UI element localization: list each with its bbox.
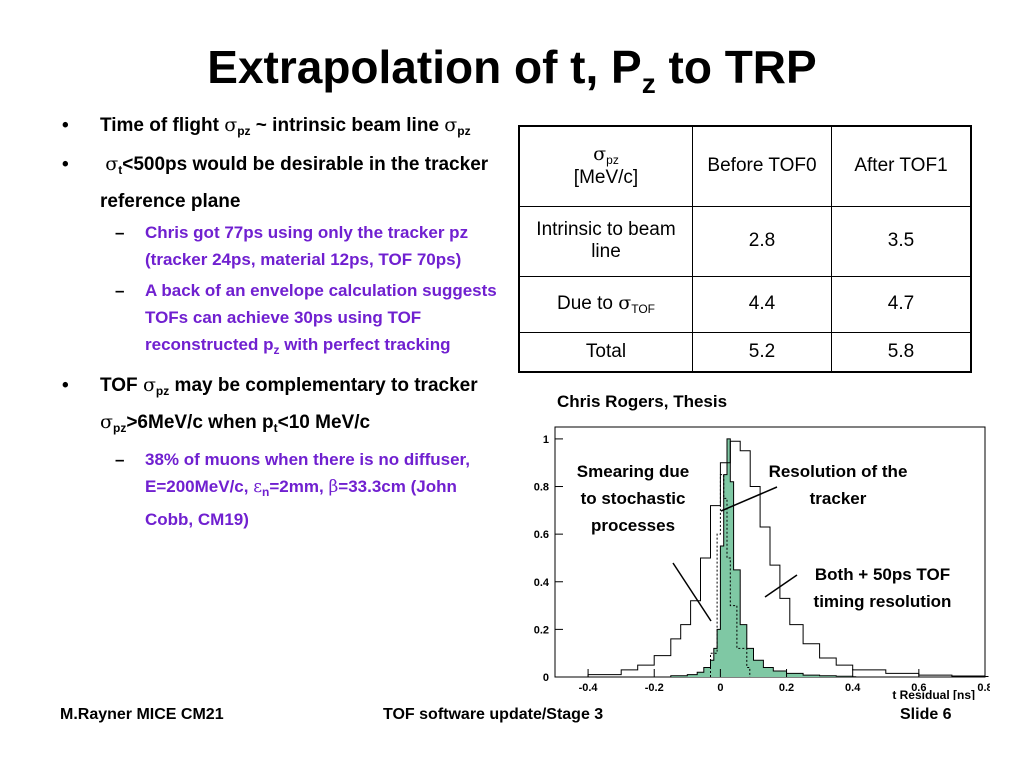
histogram-series-2: [587, 440, 989, 677]
x-tick-label: 0.2: [779, 682, 794, 694]
cell-after: 3.5: [831, 205, 972, 277]
histogram-series-3: [710, 474, 751, 677]
bullet-3: • TOF σpz may be complementary to tracker…: [62, 374, 478, 435]
residual-histogram: -0.4 -0.2 0 0.2 0.4 0.6 0.8 0 0.2 0.4 0.6 0.8 1 t Re…: [534, 426, 990, 700]
bullet-list: • Time of flight σpz ~ intrinsic beam lin…: [60, 110, 500, 537]
footer-left: M.Rayner MICE CM21: [60, 706, 224, 723]
x-tick-label: 0.8: [977, 682, 990, 694]
y-tick-label: 0.6: [534, 529, 549, 541]
annotation-resolution: Resolution of the tracker: [768, 462, 908, 508]
histogram-series-1: [670, 438, 857, 678]
header-before: Before TOF0: [692, 125, 832, 207]
header-after: After TOF1: [831, 125, 972, 207]
arrow-both: [764, 574, 798, 598]
x-tick-label: -0.2: [645, 682, 664, 694]
cell-before: 2.8: [692, 205, 832, 277]
header-sigma-pz: σpz [MeV/c]: [518, 125, 693, 207]
x-tick-label: 0.6: [911, 682, 926, 694]
x-axis-label: t Residual [ns]: [892, 688, 975, 700]
y-tick-label: 0.2: [534, 624, 549, 636]
cell-before: 4.4: [692, 275, 832, 333]
arrow-resolution: [720, 486, 778, 512]
row-label: Due to σTOF: [518, 275, 693, 333]
y-tick-label: 0.4: [534, 577, 550, 589]
slide-title: Extrapolation of t, Pz to TRP: [207, 41, 817, 99]
cell-after: 4.7: [831, 275, 972, 333]
row-label: Total: [518, 331, 693, 373]
y-tick-label: 1: [543, 434, 549, 446]
footer-right: Slide 6: [900, 706, 952, 723]
y-tick-label: 0.8: [534, 482, 549, 494]
annotation-smearing: Smearing due to stochastic processes: [576, 462, 690, 535]
figure-credit: Chris Rogers, Thesis: [557, 392, 728, 411]
sub-bullet-3: –38% of muons when there is no diffuser,…: [115, 450, 470, 529]
footer-center: TOF software update/Stage 3: [383, 706, 604, 723]
arrow-smearing: [672, 562, 712, 622]
cell-before: 5.2: [692, 331, 832, 373]
bullet-1: • Time of flight σpz ~ intrinsic beam lin…: [62, 114, 471, 138]
cell-after: 5.8: [831, 331, 972, 373]
row-label: Intrinsic to beam line: [518, 205, 693, 277]
resolution-table: σpz [MeV/c] Before TOF0 After TOF1 Intrin…: [518, 125, 972, 373]
y-tick-label: 0: [543, 672, 549, 684]
x-tick-label: -0.4: [579, 682, 599, 694]
sub-bullet-1: – Chris got 77ps using only the tracker p…: [115, 223, 469, 269]
bullet-2: • σt<500ps would be desirable in the tra…: [62, 153, 489, 212]
x-tick-label: 0: [717, 682, 723, 694]
annotation-both: Both + 50ps TOF timing resolution: [813, 565, 952, 611]
sub-bullet-2: – A back of an envelope calculation sugge…: [115, 281, 497, 357]
x-tick-label: 0.4: [845, 682, 861, 694]
